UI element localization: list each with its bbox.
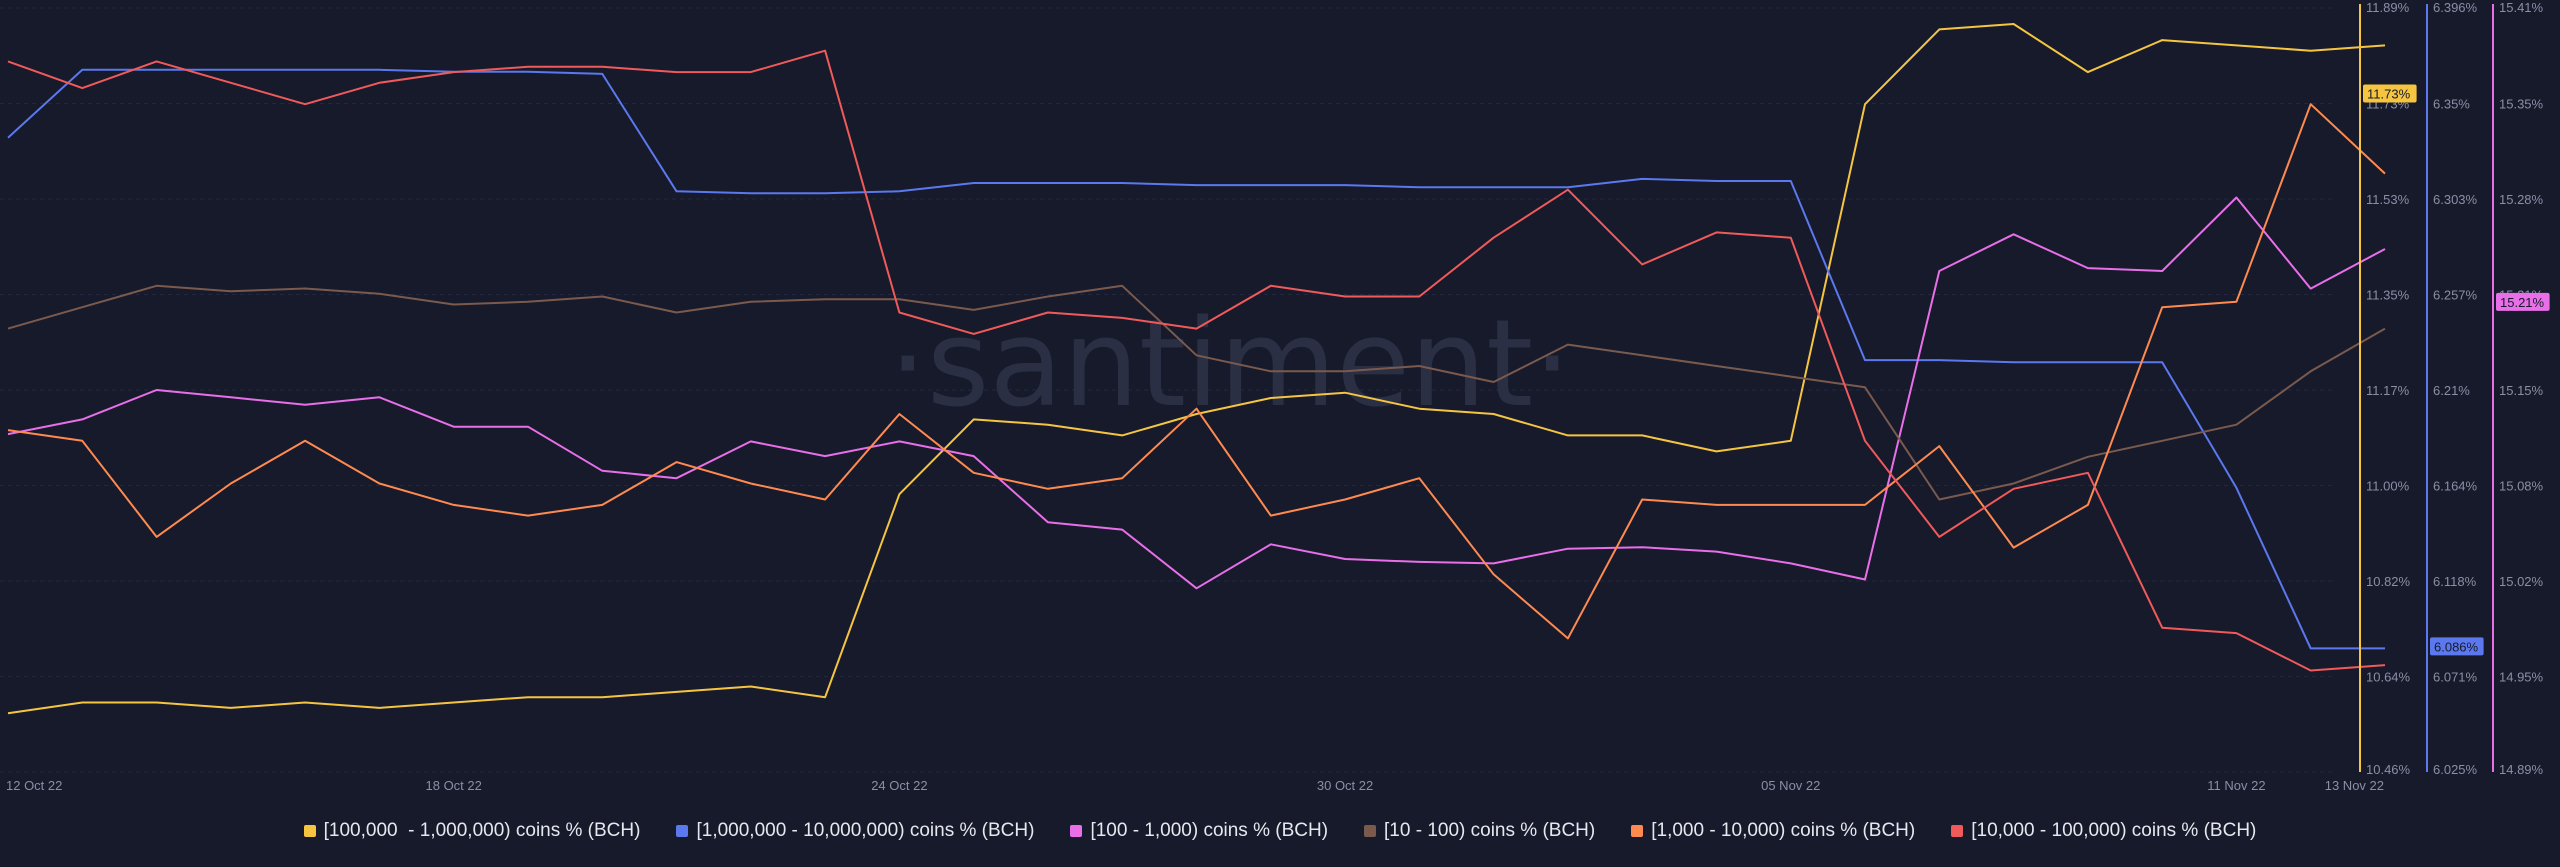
legend-item[interactable]: [10,000 - 100,000) coins % (BCH) [1951, 820, 2256, 842]
legend-label: [100,000 - 1,000,000) coins % (BCH) [323, 820, 641, 841]
axis-badge-label: 11.73% [2367, 86, 2411, 101]
legend-item[interactable]: [100 - 1,000) coins % (BCH) [1070, 820, 1328, 842]
legend-item[interactable]: [10 - 100) coins % (BCH) [1364, 820, 1595, 842]
series-line-3 [7, 284, 2386, 501]
axis-badge-y1 [2363, 84, 2417, 103]
axis-tick-label: 6.303% [2433, 192, 2478, 207]
legend-swatch [1070, 825, 1083, 837]
legend-label: [1,000 - 10,000) coins % (BCH) [1651, 820, 1916, 841]
axis-badge-label: 15.21% [2500, 295, 2545, 310]
legend: [100,000 - 1,000,000) coins % (BCH) [1,00… [0, 820, 2560, 842]
axis-tick-label: 6.164% [2433, 479, 2478, 494]
legend-item[interactable]: [1,000,000 - 10,000,000) coins % (BCH) [676, 820, 1034, 842]
axis-tick-label: 15.41% [2499, 0, 2544, 15]
x-tick-label: 05 Nov 22 [1761, 778, 1820, 793]
axis-tick-label: 6.257% [2433, 288, 2478, 303]
x-tick-label: 13 Nov 22 [2325, 778, 2384, 793]
axis-tick-label: 10.64% [2366, 670, 2411, 685]
legend-swatch [1364, 825, 1377, 837]
legend-swatch [676, 825, 689, 837]
axis-tick-label: 15.02% [2499, 574, 2544, 589]
axis-tick-label: 11.35% [2366, 288, 2410, 303]
legend-item[interactable]: [1,000 - 10,000) coins % (BCH) [1631, 820, 1915, 842]
axis-badge-y3 [2496, 292, 2550, 311]
axis-tick-label: 15.08% [2499, 479, 2544, 494]
axis-tick-label: 11.17% [2366, 383, 2410, 398]
series-line-0 [7, 23, 2386, 715]
series-line-5 [7, 49, 2386, 672]
x-tick-label: 18 Oct 22 [426, 778, 482, 793]
axis-tick-label: 15.28% [2499, 192, 2544, 207]
axis-tick-label: 14.89% [2499, 762, 2544, 777]
legend-swatch [1951, 825, 1964, 837]
x-tick-label: 30 Oct 22 [1317, 778, 1373, 793]
axis-tick-label: 14.95% [2499, 670, 2544, 685]
axis-badge-y2 [2430, 637, 2484, 656]
legend-label: [10,000 - 100,000) coins % (BCH) [1971, 820, 2257, 841]
series-line-2 [7, 196, 2386, 590]
legend-label: [100 - 1,000) coins % (BCH) [1090, 820, 1329, 841]
axes-layer: 11.89% 11.73% 11.53% 11.35% 11.17% 11.00% 10.8… [2359, 0, 2550, 777]
series-line-1 [7, 68, 2385, 650]
legend-label: [1,000,000 - 10,000,000) coins % (BCH) [696, 820, 1035, 841]
series-line-4 [7, 103, 2386, 640]
x-tick-label: 12 Oct 22 [6, 778, 62, 793]
axis-tick-label: 11.89% [2366, 0, 2410, 15]
legend-item[interactable]: [100,000 - 1,000,000) coins % (BCH) [303, 820, 641, 842]
axis-badge-label: 6.086% [2434, 639, 2479, 654]
axis-tick-label: 10.46% [2366, 762, 2411, 777]
x-axis: 12 Oct 22 18 Oct 22 24 Oct 22 30 Oct 22 05 N… [6, 778, 2384, 793]
axis-tick-label: 6.21% [2433, 383, 2470, 398]
axis-tick-label: 11.00% [2366, 479, 2410, 494]
grid [0, 7, 2335, 773]
legend-swatch [1631, 825, 1644, 837]
series-layer [7, 23, 2386, 715]
axis-tick-label: 6.396% [2433, 0, 2478, 15]
axis-tick-label: 6.025% [2433, 762, 2478, 777]
axis-tick-label: 10.82% [2366, 574, 2411, 589]
legend-label: [10 - 100) coins % (BCH) [1384, 820, 1596, 841]
axis-tick-label: 6.071% [2433, 670, 2478, 685]
x-tick-label: 24 Oct 22 [871, 778, 927, 793]
axis-tick-label: 11.53% [2366, 192, 2410, 207]
axis-tick-label: 6.35% [2433, 97, 2470, 112]
legend-swatch [303, 825, 316, 837]
axis-tick-label: 15.35% [2499, 97, 2544, 112]
axis-tick-label: 15.15% [2499, 383, 2544, 398]
axis-tick-label: 6.118% [2433, 574, 2477, 589]
x-tick-label: 11 Nov 22 [2207, 778, 2265, 793]
